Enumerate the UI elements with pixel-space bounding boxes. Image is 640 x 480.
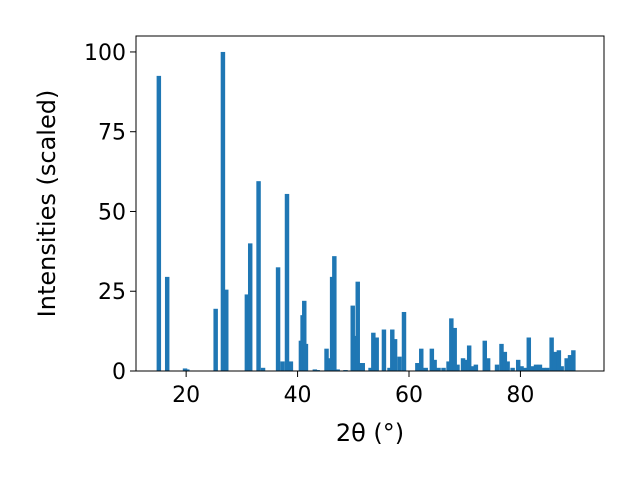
- bar: [469, 366, 475, 371]
- bar: [220, 51, 226, 371]
- bar: [541, 367, 546, 371]
- bar: [446, 361, 451, 371]
- bar: [463, 359, 469, 371]
- bar: [432, 359, 437, 371]
- bar: [436, 367, 441, 371]
- bar: [401, 311, 407, 371]
- bar: [415, 363, 420, 371]
- bar: [280, 361, 285, 371]
- bar: [303, 343, 309, 371]
- bar: [567, 355, 573, 371]
- y-tick-label: 100: [84, 41, 126, 66]
- bar: [381, 329, 387, 371]
- bar: [284, 193, 290, 371]
- bar: [355, 281, 360, 371]
- bar: [312, 369, 318, 371]
- bar: [164, 276, 170, 371]
- bar: [390, 329, 395, 371]
- bar: [473, 364, 479, 371]
- bars-group: [156, 51, 576, 371]
- bar: [505, 361, 510, 371]
- bar: [371, 332, 376, 371]
- bar: [502, 351, 508, 371]
- y-tick-label: 50: [98, 200, 126, 225]
- y-axis-label: Intensities (scaled): [33, 90, 61, 318]
- bar: [533, 364, 539, 371]
- bar: [368, 367, 373, 371]
- bar: [556, 350, 562, 371]
- bar: [350, 305, 355, 371]
- bar: [485, 358, 491, 371]
- bar: [392, 339, 398, 371]
- bar: [559, 366, 564, 371]
- bar: [156, 75, 162, 371]
- bar: [352, 335, 358, 371]
- bar: [449, 318, 454, 371]
- bar: [224, 289, 229, 371]
- y-tick-label: 75: [98, 121, 126, 146]
- plot-frame: [135, 35, 605, 372]
- bar: [455, 364, 460, 371]
- y-tick-label: 0: [112, 360, 126, 385]
- bar: [275, 267, 281, 371]
- bar: [466, 345, 472, 371]
- bar: [494, 364, 500, 371]
- bar: [357, 363, 363, 371]
- x-tick-label: 40: [284, 383, 312, 408]
- x-axis-ticks: 20 40 60 80: [172, 371, 534, 408]
- bar: [374, 337, 379, 371]
- x-axis-label: 2θ (°): [336, 419, 404, 447]
- bar: [526, 337, 532, 371]
- x-tick-label: 20: [172, 383, 200, 408]
- bar: [564, 358, 569, 371]
- bar: [429, 348, 435, 371]
- bar: [335, 369, 340, 371]
- bar: [519, 366, 524, 371]
- bar: [482, 340, 487, 371]
- bar: [260, 367, 266, 371]
- x-tick-label: 80: [506, 383, 534, 408]
- bar: [537, 364, 543, 371]
- bar: [499, 343, 504, 371]
- bar: [441, 367, 446, 371]
- bar: [510, 367, 515, 371]
- bar: [397, 356, 402, 371]
- bar: [244, 294, 250, 371]
- bar: [452, 327, 457, 371]
- bar: [185, 369, 190, 371]
- bar: [531, 366, 536, 371]
- bar: [387, 367, 392, 371]
- bar: [302, 300, 307, 371]
- bar: [288, 361, 294, 371]
- bar: [327, 358, 332, 371]
- y-tick-label: 25: [98, 280, 126, 305]
- bar: [419, 348, 424, 371]
- bar: [213, 308, 218, 371]
- y-axis-ticks: 0 25 50 75 100: [84, 41, 136, 385]
- bar: [523, 367, 528, 371]
- bar: [247, 243, 253, 371]
- bar: [423, 367, 428, 371]
- bar: [324, 348, 329, 371]
- bar: [360, 363, 365, 371]
- bar: [332, 256, 337, 371]
- x-tick-label: 60: [395, 383, 423, 408]
- bar: [571, 350, 576, 371]
- bar: [515, 359, 521, 371]
- bar: [552, 351, 558, 371]
- bar: [549, 337, 554, 371]
- bar: [256, 181, 261, 371]
- bar: [460, 358, 466, 371]
- bar: [544, 367, 550, 371]
